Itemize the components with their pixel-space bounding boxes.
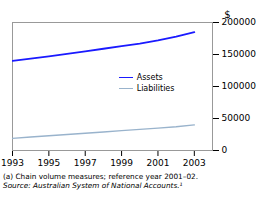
svg-text:200000: 200000 <box>221 17 256 28</box>
html-text:Assets: Assets <box>136 73 163 83</box>
svg-text:100000: 100000 <box>222 81 257 91</box>
svg-text:1995: 1995 <box>37 158 60 168</box>
svg-text:1997: 1997 <box>74 158 97 168</box>
svg-text:0: 0 <box>222 145 228 155</box>
html-text:Liabilities: Liabilities <box>136 84 175 94</box>
svg-text:150000: 150000 <box>222 49 257 59</box>
svg-text:50000: 50000 <box>222 113 251 123</box>
html-text:(a) Chain volume measures; ref: (a) Chain volume measures; reference yea… <box>3 172 198 181</box>
svg-text:2001: 2001 <box>147 158 170 168</box>
html-text:Source: Australian System of N: Source: Australian System of National Ac… <box>3 181 183 190</box>
svg-text:2003: 2003 <box>183 158 206 168</box>
svg-text:1999: 1999 <box>110 158 133 168</box>
svg-text:$: $ <box>224 9 230 20</box>
svg-text:1993: 1993 <box>1 158 24 168</box>
